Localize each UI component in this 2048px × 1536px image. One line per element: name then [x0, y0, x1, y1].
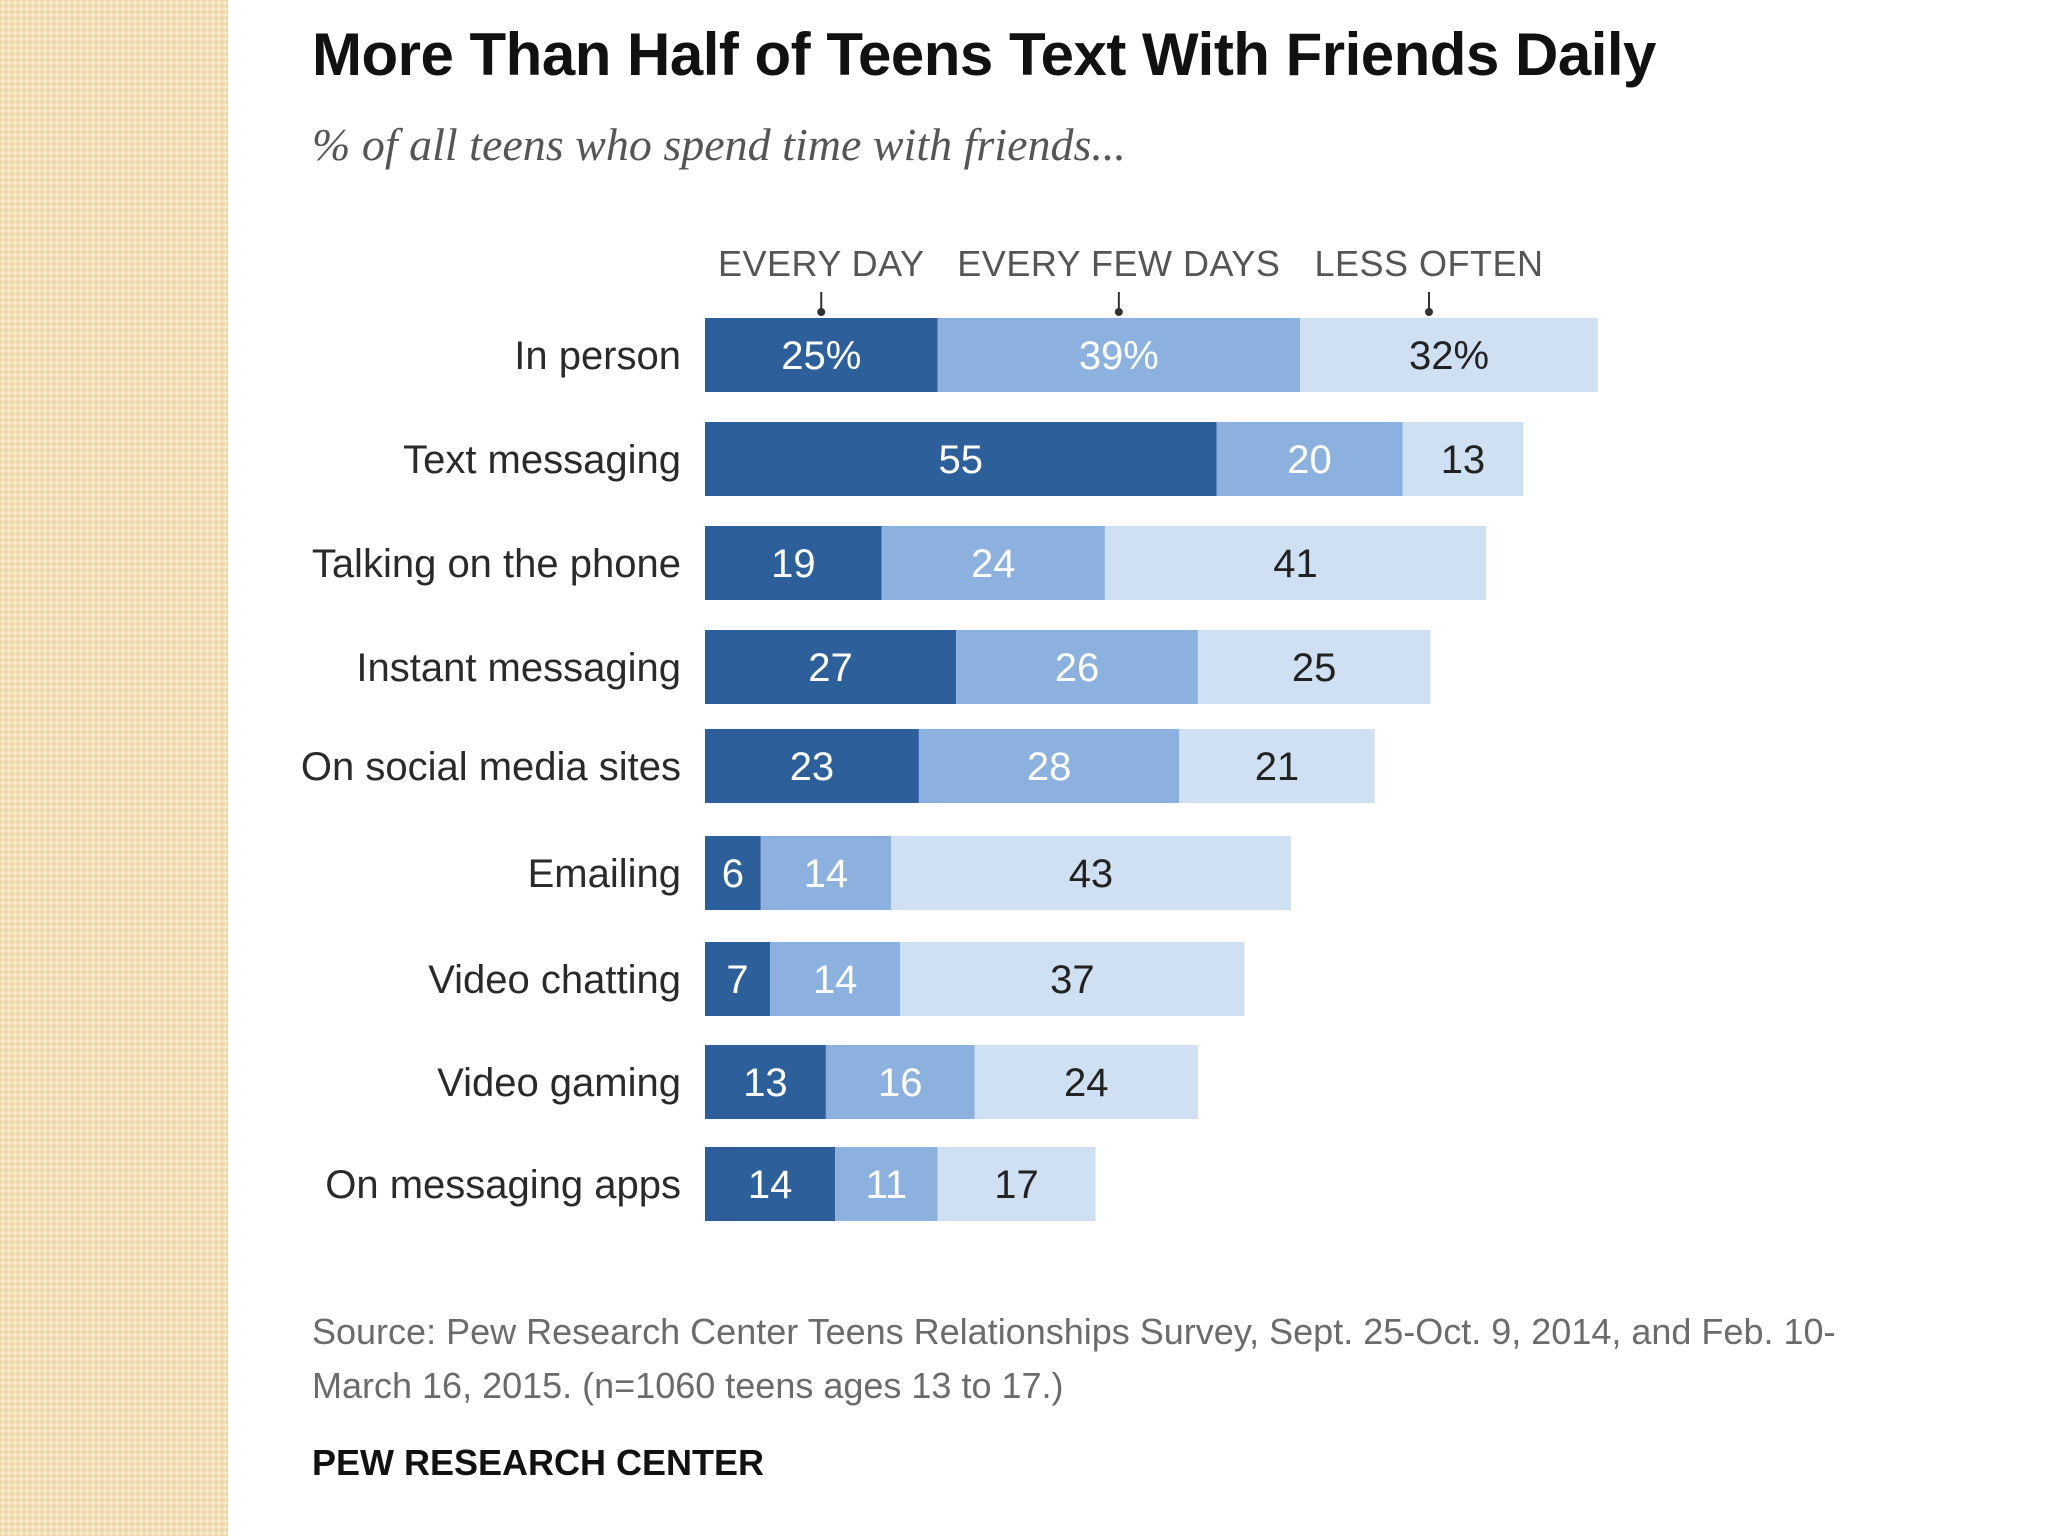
category-label: In person [514, 334, 681, 378]
legend-pointer-dot [817, 308, 826, 316]
category-label: On messaging apps [325, 1163, 681, 1207]
legend-pointer-dot [1114, 308, 1123, 316]
category-label: Video chatting [428, 958, 681, 1002]
data-label: 6 [722, 852, 744, 896]
data-label: 43 [1069, 852, 1114, 896]
source-note: Source: Pew Research Center Teens Relati… [312, 1311, 1836, 1406]
data-label: 25 [1292, 646, 1337, 690]
bar-segment [881, 526, 1105, 600]
data-label: 20 [1287, 438, 1332, 482]
bar-segment [1402, 422, 1524, 496]
legend-label: EVERY FEW DAYS [957, 243, 1280, 284]
data-label: 55 [939, 438, 984, 482]
bar-segment [937, 318, 1301, 392]
bar-segment [1179, 729, 1375, 803]
data-label: 32% [1409, 334, 1489, 378]
bar-segment [705, 526, 882, 600]
data-label: 21 [1255, 745, 1300, 789]
category-label: Text messaging [403, 438, 681, 482]
bar-segment [705, 630, 957, 704]
brand-footer: PEW RESEARCH CENTER [312, 1442, 765, 1483]
data-label: 23 [790, 745, 835, 789]
bar-segment [825, 1045, 975, 1119]
data-label: 37 [1050, 958, 1095, 1002]
data-label: 13 [1441, 438, 1486, 482]
bar-segment [760, 836, 891, 910]
data-label: 24 [971, 542, 1016, 586]
data-label: 24 [1064, 1061, 1109, 1105]
bar-segment [918, 729, 1180, 803]
bar-segment [937, 1147, 1096, 1221]
data-label: 14 [804, 852, 849, 896]
bar-segment [1197, 630, 1431, 704]
bar-segment [1300, 318, 1598, 392]
data-label: 27 [808, 646, 853, 690]
legend-label: LESS OFTEN [1314, 243, 1543, 284]
decorative-side-band [0, 0, 228, 1536]
bar-segment [705, 318, 938, 392]
data-label: 16 [878, 1061, 923, 1105]
data-label: 19 [771, 542, 816, 586]
data-label: 25% [781, 334, 861, 378]
stacked-bar-chart: In person 25% 39% 32% Text messaging 55 20 13 Ta… [301, 243, 1598, 1221]
category-label: On social media sites [301, 745, 681, 789]
bar-segment [705, 942, 771, 1016]
bar-segment [705, 836, 761, 910]
bar-segment [705, 1045, 826, 1119]
data-label: 41 [1273, 542, 1318, 586]
data-label: 7 [726, 958, 748, 1002]
category-label: Talking on the phone [312, 542, 681, 586]
data-label: 13 [743, 1061, 788, 1105]
chart-title: More Than Half of Teens Text With Friend… [312, 21, 1656, 88]
category-label: Instant messaging [356, 646, 681, 690]
chart-subtitle: % of all teens who spend time with frien… [312, 119, 1126, 170]
bar-segment [1104, 526, 1487, 600]
legend-label: EVERY DAY [718, 243, 925, 284]
bar-segment [974, 1045, 1198, 1119]
data-label: 39% [1079, 334, 1159, 378]
data-label: 11 [866, 1163, 908, 1207]
bar-segment [891, 836, 1291, 910]
category-label: Emailing [528, 852, 681, 896]
data-label: 26 [1055, 646, 1100, 690]
bar-segment [770, 942, 901, 1016]
legend-pointer-dot [1425, 308, 1433, 316]
data-label: 28 [1027, 745, 1072, 789]
data-label: 17 [994, 1163, 1039, 1207]
bar-segment [705, 422, 1217, 496]
bar-segment [705, 1147, 836, 1221]
data-label: 14 [748, 1163, 793, 1207]
data-label: 14 [813, 958, 858, 1002]
bar-segment [835, 1147, 938, 1221]
category-label: Video gaming [437, 1061, 681, 1105]
bar-segment [1216, 422, 1403, 496]
bar-segment [956, 630, 1198, 704]
bar-segment [705, 729, 919, 803]
bar-segment [900, 942, 1245, 1016]
